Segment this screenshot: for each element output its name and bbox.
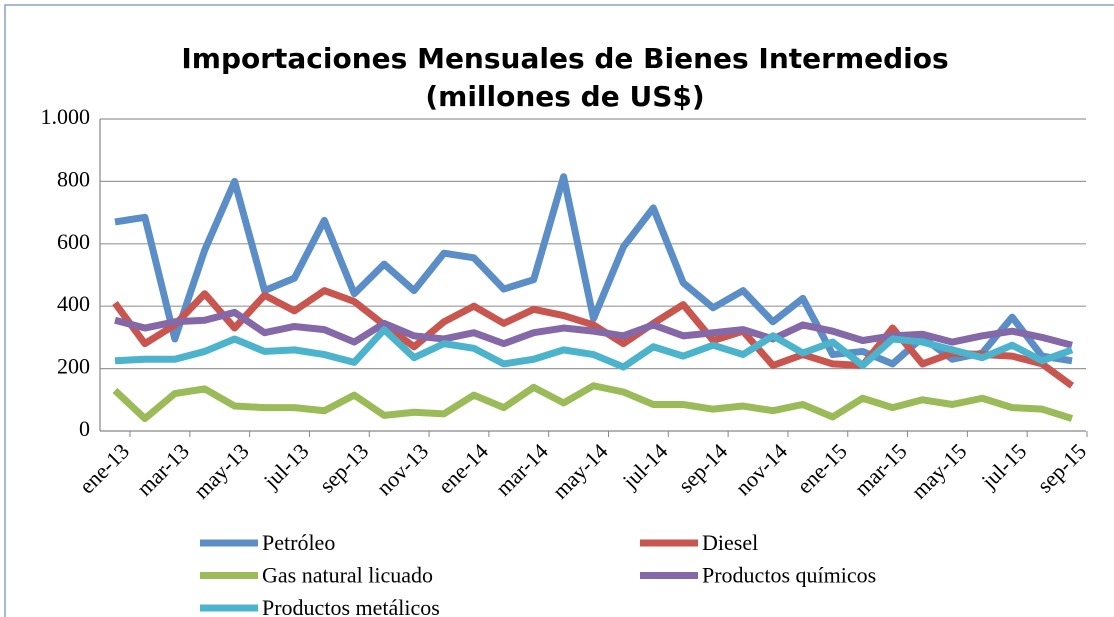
y-tick-label: 400 [57,291,90,316]
legend-label: Productos metálicos [262,595,440,617]
legend-label: Gas natural licuado [262,563,433,588]
legend-label: Productos químicos [702,563,876,588]
y-tick-label: 800 [57,166,90,191]
data-line [114,173,1073,368]
chart-title: (millones de US$) [425,80,704,113]
y-tick-label: 1.000 [41,104,91,129]
y-tick-label: 200 [57,354,90,379]
legend-label: Petróleo [262,530,335,555]
y-tick-label: 0 [79,416,90,441]
y-tick-label: 600 [57,229,90,254]
data-line [112,287,1075,389]
data-line [112,382,1074,423]
data-line [114,308,1073,349]
chart-title: Importaciones Mensuales de Bienes Interm… [181,42,948,75]
data-line [114,326,1074,371]
legend-label: Diesel [702,530,758,555]
